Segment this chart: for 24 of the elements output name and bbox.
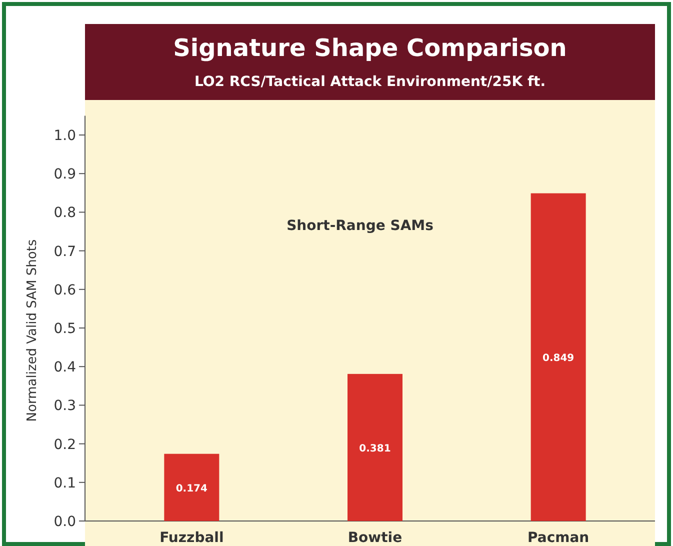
data-label: 0.381: [359, 443, 391, 454]
chart-subtitle: LO2 RCS/Tactical Attack Environment/25K ft.: [194, 74, 546, 90]
data-label: 0.174: [176, 483, 208, 494]
y-tick-label: 0.0: [54, 514, 76, 530]
y-tick-label: 0.7: [54, 244, 76, 260]
y-tick-label: 0.2: [54, 436, 76, 453]
y-tick-label: 0.6: [54, 282, 76, 298]
bar: [530, 193, 586, 521]
y-tick-label: 0.3: [54, 398, 76, 414]
chart-title: Signature Shape Comparison: [173, 34, 567, 62]
y-tick-label: 0.5: [54, 321, 76, 337]
data-label: 0.849: [542, 353, 574, 364]
bar: [348, 374, 402, 521]
annotation: Short-Range SAMs: [286, 218, 434, 234]
x-tick-label: Fuzzball: [160, 530, 224, 546]
y-tick-label: 1.0: [54, 128, 76, 144]
y-tick-label: 0.8: [54, 205, 76, 222]
y-tick-label: 0.1: [54, 475, 76, 492]
y-axis-title: Normalized Valid SAM Shots: [25, 239, 40, 422]
bar: [164, 454, 220, 521]
y-tick-label: 0.4: [54, 360, 76, 376]
y-tick-label: 0.9: [54, 166, 76, 183]
x-tick-label: Bowtie: [348, 530, 402, 546]
x-tick-label: Pacman: [528, 530, 590, 546]
